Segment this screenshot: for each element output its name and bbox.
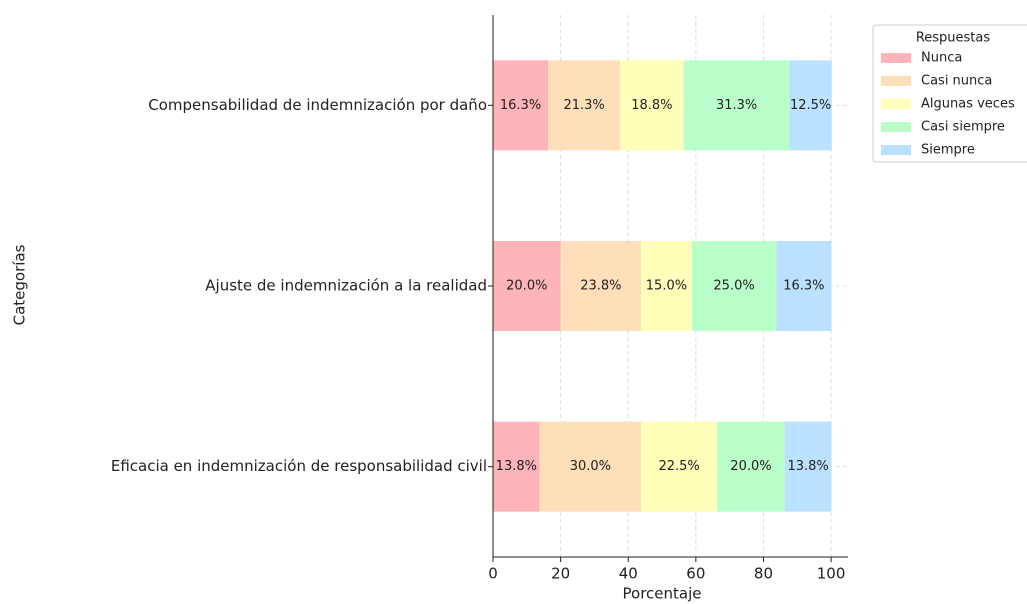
bar-segment <box>691 241 777 331</box>
legend-box <box>872 24 1027 163</box>
legend-label: Nunca <box>921 51 962 66</box>
bar-segment <box>683 60 790 151</box>
bar-segment <box>789 60 832 151</box>
data-label: 16.3% <box>500 98 541 113</box>
data-label: 31.3% <box>716 98 757 113</box>
legend-label: Algunas veces <box>921 97 1015 112</box>
bar-segment <box>641 421 718 512</box>
bar-segment <box>641 241 692 331</box>
y-tick-label: Eficacia en indemnización de responsabil… <box>111 457 487 475</box>
bar-segment <box>493 421 540 512</box>
y-axis-label: Categorías <box>11 244 29 325</box>
data-label: 16.3% <box>783 279 824 294</box>
legend-swatch <box>881 53 911 63</box>
data-label: 20.0% <box>730 459 771 474</box>
x-tick-label: 0 <box>488 565 498 583</box>
x-tick-label: 20 <box>551 565 570 583</box>
bar-segment <box>548 60 621 151</box>
x-tick-label: 40 <box>619 565 638 583</box>
bar-segment <box>493 60 549 151</box>
legend-swatch <box>881 145 911 155</box>
x-tick-label: 60 <box>686 565 705 583</box>
legend-swatch <box>881 122 911 132</box>
data-label: 15.0% <box>646 279 687 294</box>
data-label: 20.0% <box>506 279 547 294</box>
y-tick-label: Compensabilidad de indemnización por dañ… <box>148 96 487 114</box>
bar-segment <box>620 60 684 151</box>
y-tick-label: Ajuste de indemnización a la realidad <box>205 277 487 295</box>
legend-swatch <box>881 76 911 86</box>
legend-title: Respuestas <box>916 31 991 46</box>
data-label: 22.5% <box>658 459 699 474</box>
legend-label: Casi nunca <box>921 74 992 89</box>
data-label: 12.5% <box>790 98 831 113</box>
bar-segment <box>539 421 642 512</box>
data-label: 21.3% <box>563 98 604 113</box>
x-tick-label: 100 <box>817 565 846 583</box>
data-label: 30.0% <box>570 459 611 474</box>
data-label: 18.8% <box>631 98 672 113</box>
data-label: 13.8% <box>496 459 537 474</box>
legend-swatch <box>881 99 911 109</box>
bar-segment <box>560 241 642 331</box>
bar-segment <box>776 241 832 331</box>
bar-segment <box>784 421 832 512</box>
data-label: 25.0% <box>713 279 754 294</box>
x-axis-label: Porcentaje <box>623 585 702 603</box>
legend-label: Casi siempre <box>921 120 1005 135</box>
legend-label: Siempre <box>921 143 975 158</box>
data-label: 13.8% <box>787 459 828 474</box>
bar-segment <box>493 241 561 331</box>
bar-segment <box>717 421 785 512</box>
data-label: 23.8% <box>580 279 621 294</box>
x-tick-label: 80 <box>754 565 773 583</box>
